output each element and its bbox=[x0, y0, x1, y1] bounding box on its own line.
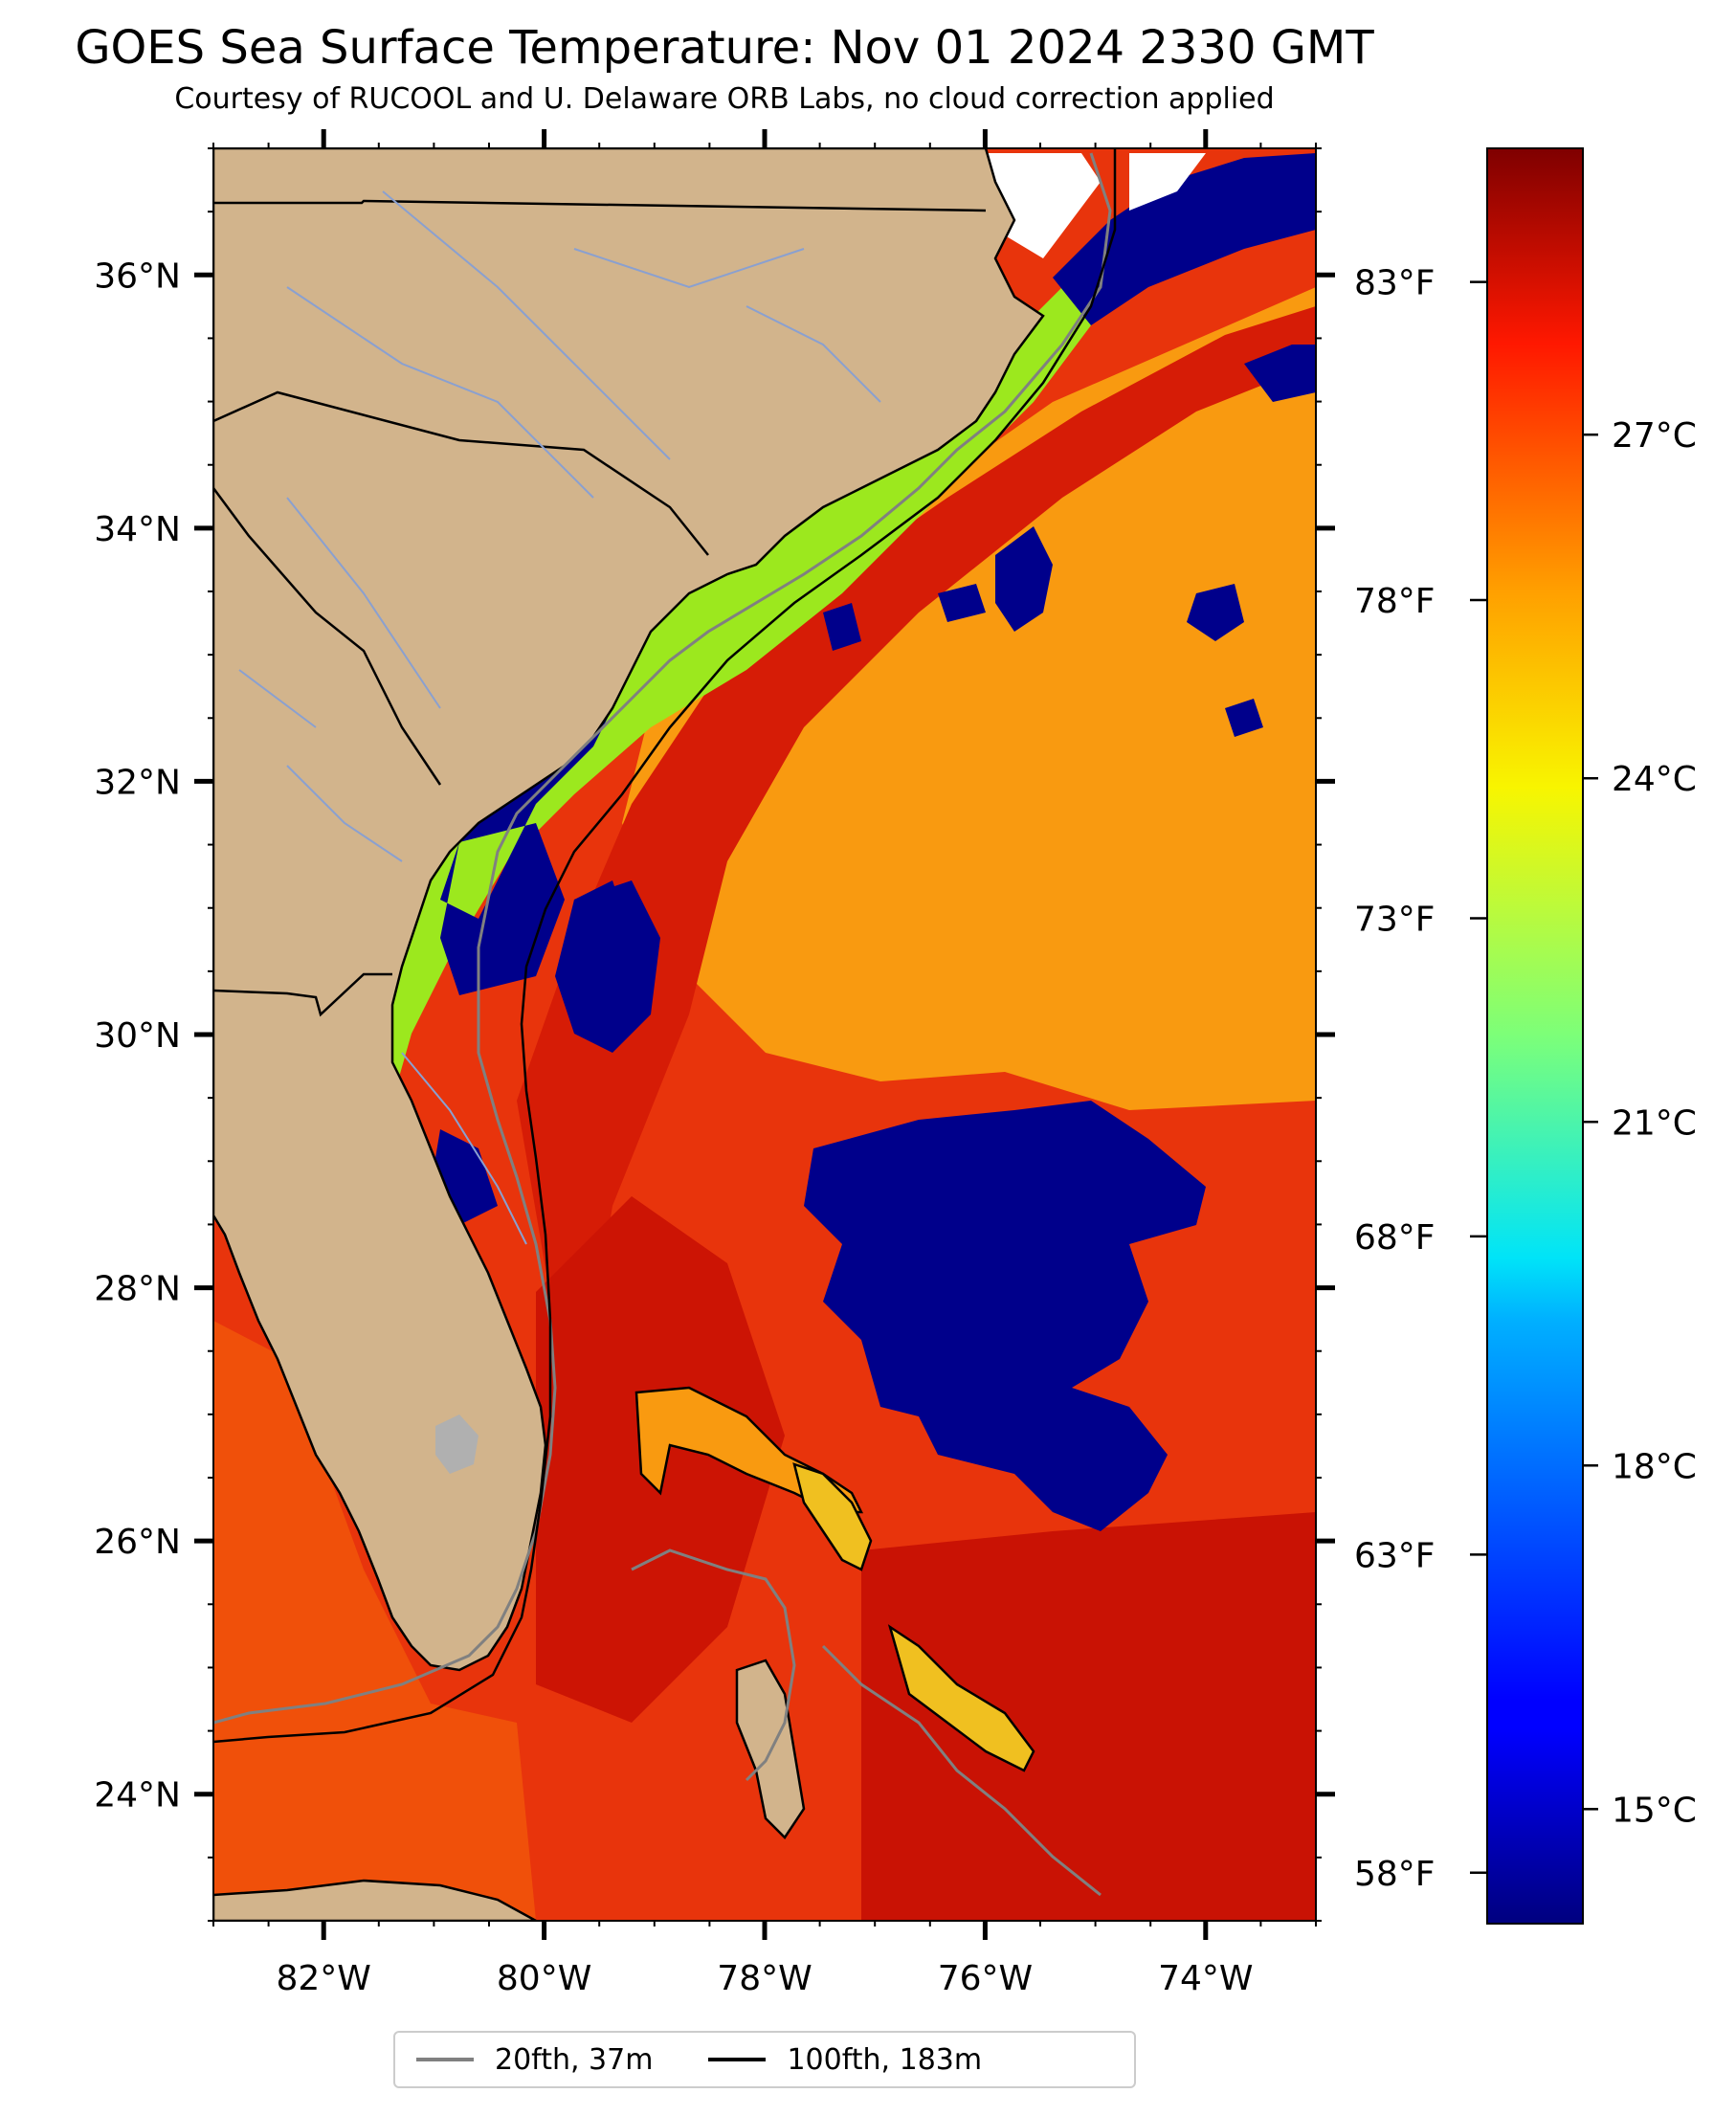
sst-map bbox=[213, 148, 1316, 1921]
lon-tick-label: 74°W bbox=[1158, 1959, 1253, 1998]
legend-item-100fth: 100fth, 183m bbox=[708, 2043, 982, 2077]
cold-cloud-northeast bbox=[1053, 153, 1316, 402]
map-title: GOES Sea Surface Temperature: Nov 01 202… bbox=[75, 21, 1374, 75]
state-border-lines bbox=[213, 199, 987, 1017]
celsius-tick-label: 27°C bbox=[1612, 416, 1697, 456]
lat-tick-label: 30°N bbox=[94, 1016, 181, 1056]
legend-label-100fth: 100fth, 183m bbox=[787, 2042, 983, 2077]
lon-tick-label: 78°W bbox=[717, 1959, 812, 1998]
fahrenheit-tick-label: 83°F bbox=[1354, 264, 1436, 303]
lat-tick-label: 28°N bbox=[94, 1270, 181, 1309]
map-ticks: 36°N 34°N 32°N 30°N 28°N 26°N 24°N 82°W 80°W 78°W… bbox=[94, 129, 1487, 1998]
orange-offshore-water bbox=[622, 287, 1316, 1110]
no-data-white-north bbox=[976, 153, 1206, 258]
cuba-north-coast bbox=[213, 1879, 537, 1921]
lon-tick-label: 80°W bbox=[497, 1959, 591, 1998]
rivers bbox=[238, 190, 881, 1245]
cold-cloud-mid bbox=[555, 880, 660, 1053]
lon-tick-label: 76°W bbox=[938, 1959, 1033, 1998]
celsius-tick-label: 24°C bbox=[1612, 760, 1697, 799]
lat-tick-label: 34°N bbox=[94, 510, 181, 549]
lake-okeechobee bbox=[435, 1414, 479, 1474]
bahamas-warm-red bbox=[861, 1512, 1316, 1921]
colorbar-ticks: 27°C 24°C 21°C 18°C 15°C bbox=[1583, 416, 1697, 1830]
isobath-legend: 20fth, 37m 100fth, 183m bbox=[393, 2031, 1136, 2088]
legend-line-20fth bbox=[416, 2058, 474, 2061]
bahamas-eleuthera-abaco bbox=[792, 1462, 1035, 1772]
celsius-tick-label: 21°C bbox=[1612, 1103, 1697, 1143]
isobath-20fth bbox=[213, 152, 1112, 1725]
fahrenheit-tick-label: 73°F bbox=[1354, 900, 1436, 939]
legend-line-100fth bbox=[708, 2058, 767, 2061]
gulf-stream-core bbox=[517, 306, 1316, 1436]
map-subtitle: Courtesy of RUCOOL and U. Delaware ORB L… bbox=[174, 82, 1275, 116]
cold-nearshore-patches bbox=[431, 670, 632, 1225]
lat-tick-label: 32°N bbox=[94, 763, 181, 802]
gulf-mexico-warm bbox=[213, 1321, 536, 1921]
isobath-bahamas-20fth bbox=[631, 1548, 1102, 1897]
shelf-green-water bbox=[383, 249, 1120, 1101]
land-southeast-us bbox=[213, 148, 1045, 1672]
lon-tick-label: 82°W bbox=[276, 1959, 370, 1998]
lat-tick-label: 26°N bbox=[94, 1523, 181, 1562]
colorbar bbox=[1486, 147, 1584, 1925]
cold-cloud-large-east bbox=[804, 1101, 1206, 1531]
legend-item-20fth: 20fth, 37m bbox=[416, 2043, 653, 2077]
isobath-100fth bbox=[213, 148, 1117, 1744]
celsius-tick-label: 18°C bbox=[1612, 1447, 1697, 1486]
lat-tick-label: 24°N bbox=[94, 1776, 181, 1815]
lat-tick-label: 36°N bbox=[94, 256, 181, 296]
fahrenheit-tick-label: 63°F bbox=[1354, 1536, 1436, 1575]
fahrenheit-tick-label: 78°F bbox=[1354, 582, 1436, 621]
legend-label-20fth: 20fth, 37m bbox=[495, 2042, 654, 2077]
fahrenheit-tick-label: 68°F bbox=[1354, 1218, 1436, 1258]
cold-cloud-north-offshore bbox=[823, 526, 1263, 737]
fahrenheit-tick-label: 58°F bbox=[1354, 1855, 1436, 1894]
celsius-tick-label: 15°C bbox=[1612, 1791, 1697, 1830]
